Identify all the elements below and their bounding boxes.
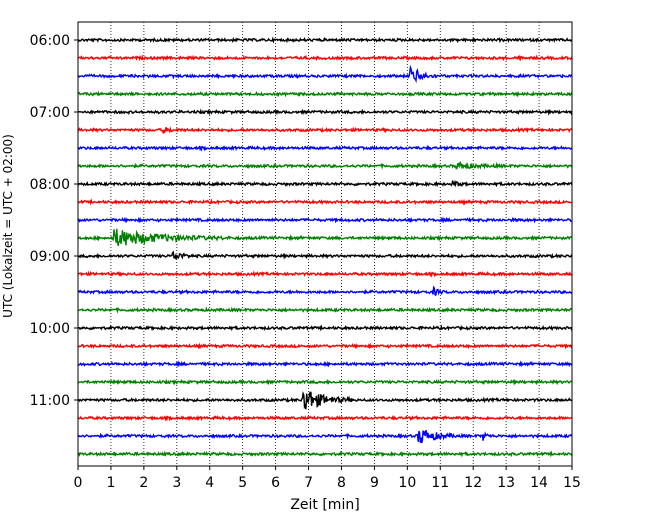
- y-tick-label: 10:00: [30, 321, 70, 337]
- y-tick-label: 06:00: [30, 33, 70, 49]
- trace-1030: [77, 360, 572, 368]
- x-tick-label: 3: [172, 475, 181, 491]
- seismic-traces: [77, 36, 573, 458]
- y-axis-ticks: 06:00 07:00 08:00 09:00 10:00 11:00: [30, 33, 78, 409]
- trace-0845: [77, 228, 573, 246]
- y-tick-label: 09:00: [30, 249, 70, 265]
- trace-0815: [77, 198, 573, 206]
- x-tick-label: 8: [337, 475, 346, 491]
- x-tick-label: 0: [74, 475, 83, 491]
- trace-1015: [77, 342, 573, 350]
- y-tick-label: 08:00: [30, 177, 70, 193]
- x-tick-label: 12: [464, 475, 482, 491]
- y-tick-label: 11:00: [30, 393, 70, 409]
- x-tick-label: 2: [139, 475, 148, 491]
- x-tick-label: 7: [304, 475, 313, 491]
- x-tick-label: 9: [370, 475, 379, 491]
- trace-0745: [77, 160, 573, 170]
- grid-lines: [110, 22, 540, 466]
- trace-0630: [77, 64, 573, 84]
- x-tick-label: 4: [205, 475, 214, 491]
- trace-1145: [77, 450, 573, 458]
- x-tick-label: 14: [530, 475, 548, 491]
- x-tick-label: 5: [238, 475, 247, 491]
- x-tick-label: 15: [563, 475, 581, 491]
- trace-1115: [77, 414, 573, 422]
- trace-0730: [77, 144, 573, 152]
- trace-0930: [77, 285, 573, 297]
- trace-0915: [77, 270, 573, 278]
- trace-1130: [77, 429, 573, 444]
- trace-0945: [77, 306, 573, 314]
- trace-0830: [77, 216, 573, 224]
- trace-0700: [77, 108, 573, 116]
- x-axis-label: Zeit [min]: [290, 497, 359, 513]
- x-tick-label: 11: [431, 475, 449, 491]
- x-axis-ticks: 0 1 2 3 4 5 6 7 8 9 10 11 12 13 14 15: [74, 466, 581, 491]
- x-tick-label: 6: [271, 475, 280, 491]
- trace-0615: [77, 54, 573, 62]
- trace-1045: [77, 378, 573, 386]
- x-tick-label: 13: [497, 475, 515, 491]
- trace-0800: [77, 179, 573, 188]
- trace-0645: [77, 90, 573, 98]
- x-tick-label: 1: [106, 475, 115, 491]
- y-tick-label: 07:00: [30, 105, 70, 121]
- trace-1000: [77, 324, 573, 332]
- trace-1100: [77, 390, 573, 410]
- trace-0600: [77, 36, 573, 44]
- y-axis-label: UTC (Lokalzeit = UTC + 02:00): [1, 134, 15, 318]
- trace-0715: [77, 126, 573, 134]
- x-tick-label: 10: [398, 475, 416, 491]
- trace-0900: [77, 250, 573, 260]
- plot-frame: [77, 21, 573, 467]
